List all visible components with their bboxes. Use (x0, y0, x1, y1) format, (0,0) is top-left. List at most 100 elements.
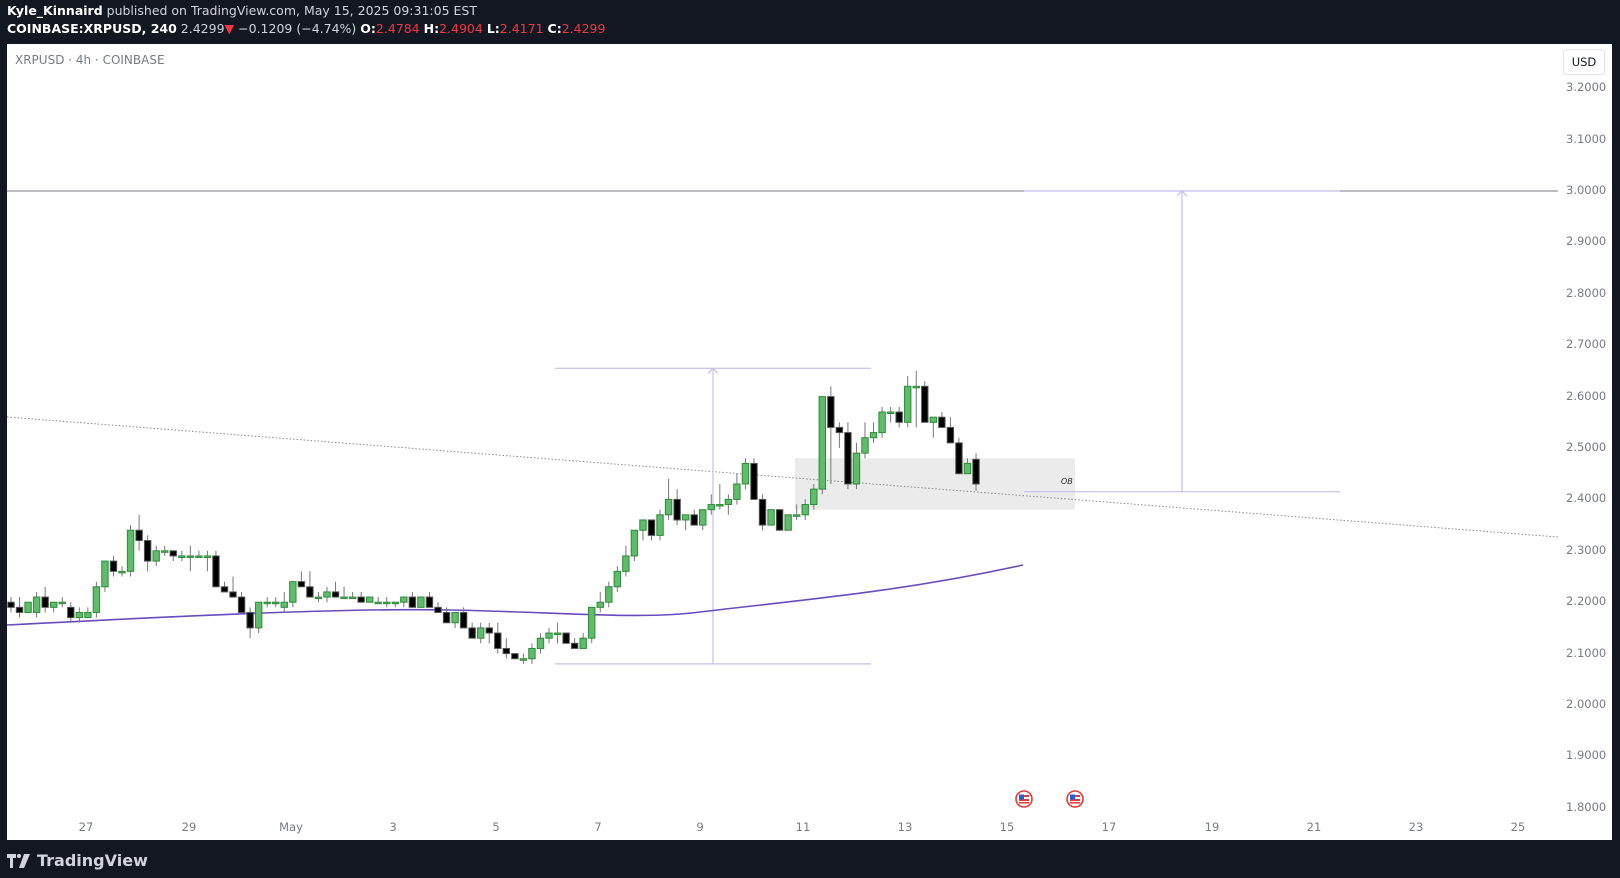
price-tick: 2.4000 (1566, 491, 1607, 506)
candle-body (101, 560, 109, 588)
candle-body (41, 596, 49, 608)
us-flag-event-icon[interactable] (1015, 790, 1033, 808)
price-tick: 2.3000 (1566, 542, 1607, 557)
candle-body (365, 596, 374, 603)
candle-body (229, 591, 237, 598)
candle-body (792, 514, 801, 517)
candle-body (280, 601, 288, 608)
candle-body (733, 483, 741, 500)
candle-body (408, 596, 417, 608)
candle-body (67, 606, 75, 619)
date-tick: 29 (181, 820, 197, 834)
candle-body (348, 596, 357, 600)
candle-body (272, 601, 280, 605)
author-name[interactable]: Kyle_Kinnaird (7, 3, 103, 18)
chart-pane[interactable] (7, 44, 1612, 840)
date-tick: 25 (1510, 820, 1526, 834)
tradingview-logo[interactable]: TradingView (7, 851, 148, 870)
price-tick: 2.8000 (1566, 285, 1607, 300)
candle-body (135, 529, 143, 542)
close-value: 2.4299 (561, 21, 606, 36)
candle-body (58, 601, 66, 605)
candle-body (118, 570, 126, 574)
low-label: L: (486, 21, 500, 36)
candle-body (109, 560, 118, 572)
price-tick: 1.8000 (1566, 799, 1607, 814)
candle-body (400, 596, 408, 603)
candle-body (237, 596, 246, 613)
candle-body (775, 509, 784, 531)
candle-body (955, 442, 963, 475)
price-change: −0.1209 (−4.74%) (238, 21, 357, 36)
candle-body (699, 509, 707, 526)
candle-body (545, 632, 553, 639)
candle-body (810, 488, 818, 506)
candle-body (314, 596, 323, 600)
moving-average-line (6, 564, 1024, 626)
candle-body (169, 550, 177, 557)
price-tick: 2.0000 (1566, 697, 1607, 711)
candle-body (929, 416, 938, 423)
open-value: 2.4784 (375, 21, 420, 36)
us-flag-event-icon[interactable] (1066, 790, 1084, 808)
candle-body (827, 396, 835, 428)
candle-body (647, 519, 656, 536)
candle-body (152, 550, 160, 562)
price-tick: 2.7000 (1566, 337, 1607, 352)
order-block-box (795, 458, 1075, 510)
currency-button[interactable]: USD (1563, 49, 1605, 75)
candle-body (972, 458, 980, 485)
candle-body (195, 555, 203, 558)
candle-body (263, 601, 271, 605)
candle-body (801, 504, 809, 516)
candle-body (459, 611, 468, 629)
date-tick: 21 (1306, 820, 1322, 834)
last-price: 2.4299 (180, 21, 225, 36)
publish-info: Kyle_Kinnaird published on TradingView.c… (7, 3, 477, 18)
date-tick: 3 (389, 820, 397, 834)
candle-body (852, 452, 861, 485)
candle-body (656, 514, 664, 536)
price-tick: 2.1000 (1566, 645, 1607, 660)
candle-body (391, 601, 400, 605)
brand-name: TradingView (37, 851, 148, 870)
date-tick: May (279, 820, 303, 834)
candle-body (434, 606, 442, 613)
candle-body (32, 596, 41, 613)
candle-body (212, 555, 220, 588)
candle-body (758, 498, 767, 526)
candle-body (383, 601, 391, 605)
candle-body (254, 601, 263, 629)
candle-body (340, 596, 348, 600)
candle-body (741, 462, 750, 485)
tradingview-logo-icon (7, 853, 30, 868)
candle-body (724, 498, 733, 506)
date-tick: 17 (1101, 820, 1117, 834)
date-tick: 13 (897, 820, 913, 834)
ohlc-bar: COINBASE:XRPUSD, 240 2.4299▼ −0.1209 (−4… (7, 21, 605, 36)
candle-body (178, 555, 186, 558)
candle-body (664, 498, 673, 516)
low-value: 2.4171 (499, 21, 544, 36)
price-tick: 2.5000 (1566, 440, 1607, 454)
candle-body (425, 596, 434, 608)
candle-body (707, 504, 715, 511)
candle-body (246, 611, 254, 629)
candle-body (442, 611, 451, 624)
candle-body (357, 596, 365, 603)
candle-body (895, 411, 903, 423)
date-tick: 15 (999, 820, 1015, 834)
candle-body (579, 637, 587, 649)
candle-body (161, 550, 169, 553)
date-tick: 27 (78, 820, 94, 834)
candle-body (886, 411, 895, 415)
candle-body (417, 596, 425, 608)
candle-body (528, 647, 536, 660)
date-tick: 23 (1408, 820, 1424, 834)
candle-body (323, 591, 331, 598)
candle-body (613, 570, 622, 588)
candle-body (878, 411, 886, 434)
date-tick: 5 (492, 820, 500, 834)
candle-body (818, 396, 826, 490)
